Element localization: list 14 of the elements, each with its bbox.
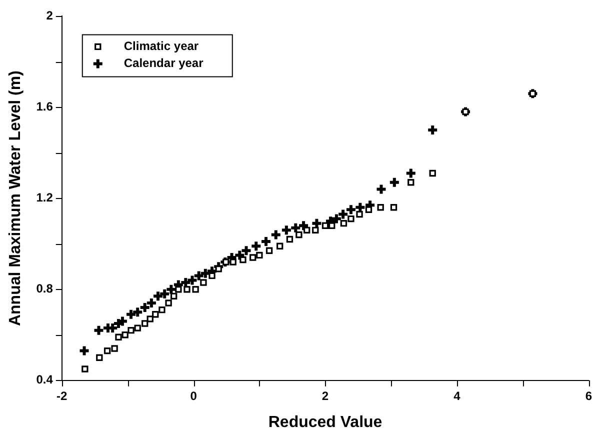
y-tick-label: 1.2 xyxy=(36,190,54,205)
y-tick-label: 0.8 xyxy=(36,282,54,296)
y-tick-label: 2 xyxy=(46,8,54,23)
x-tick-label: 4 xyxy=(454,388,461,403)
legend-label: Climatic year xyxy=(124,39,199,54)
x-tick-label: -2 xyxy=(56,388,68,403)
y-tick-label: 1.6 xyxy=(36,100,54,114)
legend-label: Calendar year xyxy=(124,56,204,70)
y-axis-title: Annual Maximum Water Level (m) xyxy=(7,70,24,326)
x-tick-label: 6 xyxy=(585,388,592,403)
y-tick-label: 0.4 xyxy=(36,372,54,387)
x-tick-label: 2 xyxy=(322,388,329,403)
x-axis-title: Reduced Value xyxy=(268,414,382,431)
x-tick-label: 0 xyxy=(190,388,198,403)
